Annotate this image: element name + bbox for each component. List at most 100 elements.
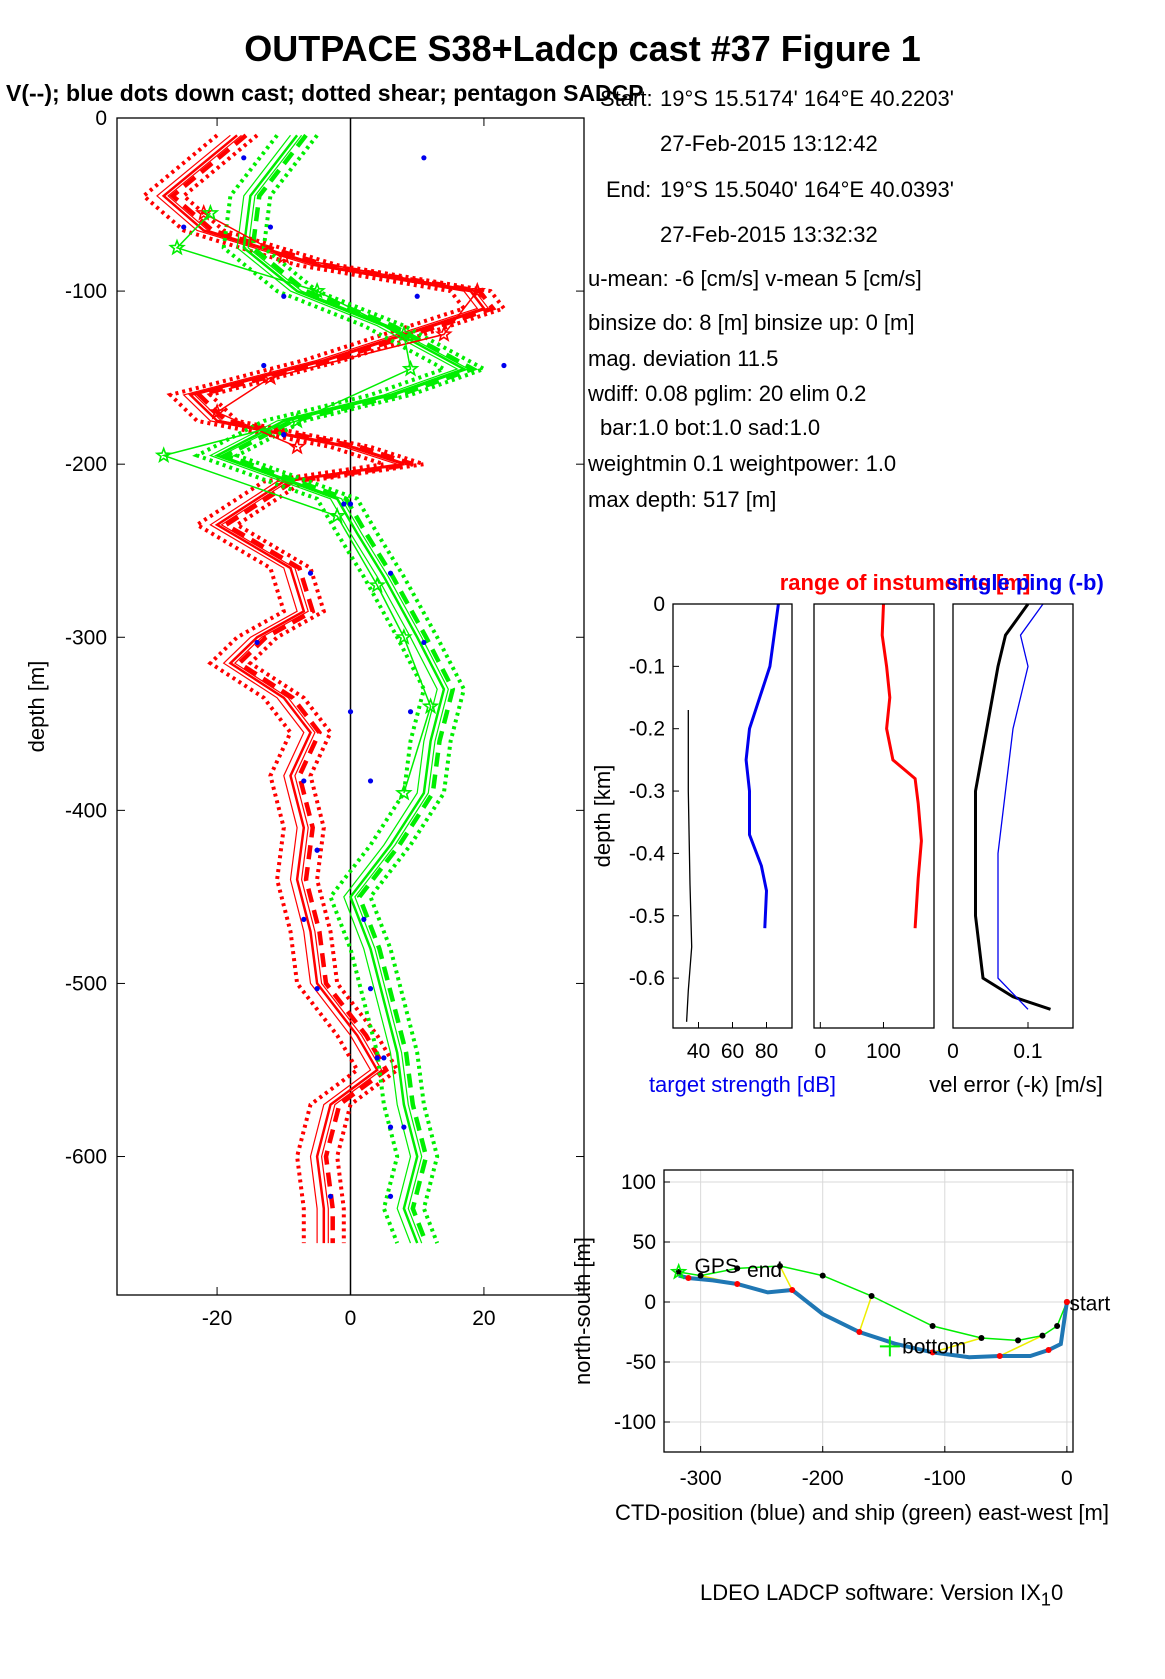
sadcp_v-star-8 — [368, 575, 386, 593]
downcast-dot-0 — [241, 155, 247, 161]
ship-point-6 — [868, 1293, 875, 1299]
sadcp_u-star-6 — [288, 437, 306, 455]
ship-point-11 — [675, 1269, 682, 1275]
downcast-dot-20 — [281, 432, 287, 438]
gps-star — [669, 1262, 688, 1280]
ts-y-tick-label-0: 0 — [653, 593, 665, 616]
track-y-tick-label--50: -50 — [626, 1351, 656, 1374]
track-connector-0 — [999, 1334, 1043, 1357]
end-label: End: — [606, 177, 652, 202]
sadcp_v-star-9 — [395, 628, 413, 645]
ship-point-9 — [734, 1265, 741, 1272]
v-profile-a-line — [208, 134, 459, 1244]
sadcp_u-star-2 — [468, 281, 487, 299]
ship-point-4 — [978, 1335, 985, 1341]
track-x-tick-label--200: -200 — [802, 1467, 844, 1490]
u-shear-left-line — [140, 133, 468, 1244]
start-label: Start: — [600, 86, 653, 111]
downcast-dot-21 — [341, 501, 347, 507]
sadcp_u-star-4 — [261, 368, 280, 386]
ctd-point-6 — [929, 1349, 936, 1356]
track-label-start: start — [1069, 1292, 1110, 1315]
vel-error-b-line — [997, 603, 1044, 1010]
ship-point-1 — [1054, 1323, 1061, 1329]
downcast-dot-9 — [301, 778, 307, 784]
u-profile-a-line — [156, 134, 479, 1244]
target-strength-x-tick-label-40: 40 — [687, 1040, 710, 1063]
ctd-point-14 — [685, 1275, 692, 1281]
track-x-tick-label--300: -300 — [680, 1467, 722, 1490]
end-time: 27-Feb-2015 13:32:32 — [660, 222, 878, 247]
sadcp_v-star-2 — [308, 281, 326, 299]
ts-y-tick-label--0.3: -0.3 — [629, 780, 665, 803]
u-profile-main-line — [161, 134, 486, 1244]
credit-text: LDEO LADCP software: Version IX — [700, 1580, 1041, 1605]
downcast-dot-5 — [347, 501, 354, 507]
downcast-dot-3 — [261, 362, 267, 369]
credit-subscript: 1 — [1040, 1588, 1051, 1610]
target-strength-x-tick-label-60: 60 — [721, 1040, 744, 1063]
ctd-point-2 — [1045, 1347, 1052, 1353]
u-shear-right-line — [180, 133, 508, 1244]
track-connector-3 — [779, 1265, 793, 1291]
mean-velocity: u-mean: -6 [cm/s] v-mean 5 [cm/s] — [588, 266, 922, 291]
u-profile-b-line — [167, 134, 490, 1244]
downcast-dot-27 — [361, 916, 367, 922]
downcast-dot-31 — [387, 1193, 394, 1199]
ship-point-5 — [929, 1323, 936, 1329]
track-connector-1 — [932, 1337, 982, 1354]
ship-point-7 — [819, 1272, 826, 1279]
sadcp_v-star-4 — [401, 359, 420, 377]
track-y-tick-label-50: 50 — [633, 1231, 656, 1254]
vel-error-x-tick-label-0: 0 — [947, 1040, 959, 1063]
y-tick-label--100: -100 — [65, 280, 107, 303]
downcast-dot-19 — [501, 362, 507, 369]
downcast-dot-11 — [301, 916, 307, 922]
max-depth: max depth: 517 [m] — [588, 487, 777, 512]
y-tick-label--600: -600 — [65, 1146, 107, 1169]
ts-y-tick-label--0.4: -0.4 — [629, 842, 666, 865]
y-tick-label--500: -500 — [65, 972, 107, 995]
ctd-point-8 — [856, 1329, 863, 1335]
figure-subtitle: V(--); blue dots down cast; dotted shear… — [6, 80, 644, 106]
track-axes — [663, 1169, 1074, 1453]
start-time: 27-Feb-2015 13:12:42 — [660, 131, 878, 156]
track-y-tick-label--100: -100 — [614, 1411, 656, 1434]
downcast-dot-25 — [367, 778, 374, 784]
end-position: 19°S 15.5040' 164°E 40.0393' — [660, 177, 954, 202]
downcast-dot-8 — [347, 709, 354, 715]
track-label-bottom: bottom — [902, 1336, 966, 1359]
vel-error-x-label: vel error (-k) [m/s] — [929, 1072, 1103, 1097]
downcast-dot-12 — [314, 986, 320, 992]
ts-x-label: target strength [dB] — [649, 1072, 836, 1097]
ctd-track-line — [678, 1273, 1069, 1360]
x-tick-label-0: 0 — [345, 1307, 357, 1330]
downcast-dot-24 — [407, 709, 414, 715]
ship-point-3 — [1015, 1337, 1022, 1344]
range-title: range of instuments [m] — [780, 570, 1031, 595]
v-dashed-profile-line — [220, 133, 479, 1244]
sadcp_u-star-1 — [274, 247, 293, 264]
track-label-end: end — [747, 1259, 782, 1282]
weight-info: weightmin 0.1 weightpower: 1.0 — [588, 451, 897, 476]
sadcp_v-star-0 — [201, 203, 220, 221]
ts-y-tick-label--0.6: -0.6 — [629, 967, 665, 990]
start-position: 19°S 15.5174' 164°E 40.2203' — [660, 86, 954, 111]
downcast-dot-26 — [314, 847, 320, 853]
software-credit: LDEO LADCP software: Version IX10 — [700, 1580, 1063, 1610]
vel-error-axes — [952, 603, 1074, 1029]
downcast-dot-13 — [374, 1055, 380, 1061]
downcast-dot-17 — [267, 224, 274, 230]
target-strength-black-line — [685, 710, 693, 1022]
track-y-tick-label-100: 100 — [621, 1171, 656, 1194]
sadcp_v-star-10 — [421, 697, 440, 715]
ctd-point-10 — [789, 1287, 796, 1293]
downcast-dot-18 — [414, 293, 420, 299]
track-y-tick-label-0: 0 — [644, 1291, 656, 1314]
range-axes — [813, 603, 935, 1029]
sadcp_v-star-5 — [288, 411, 306, 429]
downcast-dot-1 — [181, 224, 187, 230]
track-x-tick-label-0: 0 — [1061, 1467, 1073, 1490]
v-shear-left-line — [192, 134, 449, 1244]
